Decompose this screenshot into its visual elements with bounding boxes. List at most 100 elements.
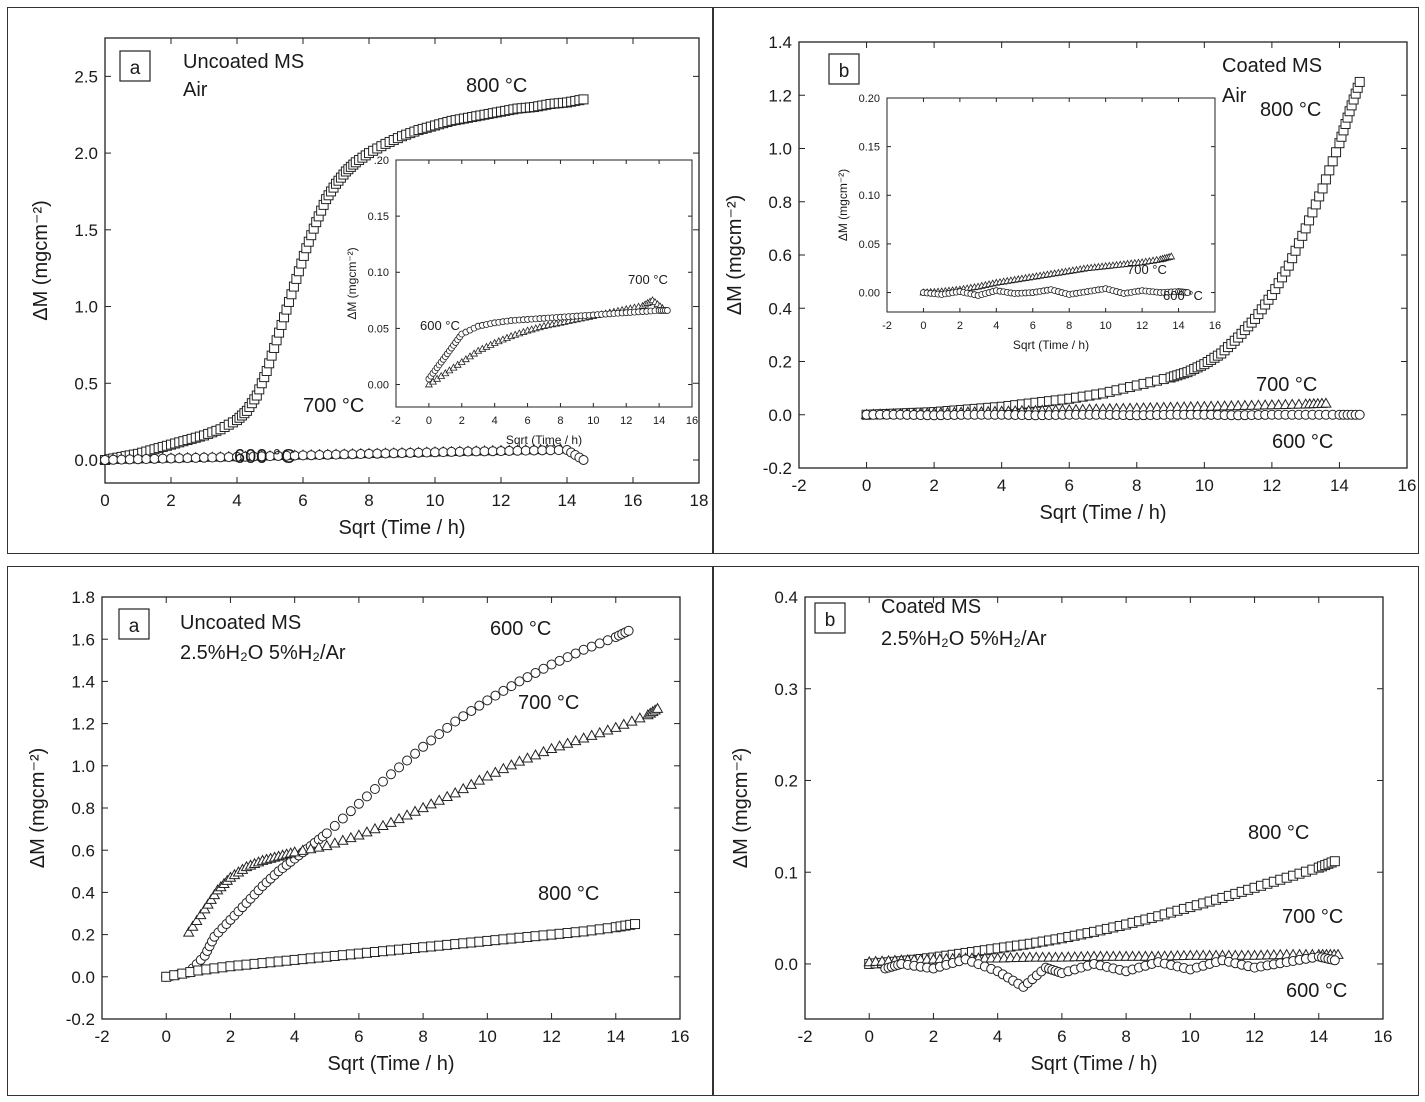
air-coated-data-point-square (1331, 147, 1342, 158)
h2o-uncoated-data-point-triangle (617, 718, 630, 729)
air-coated-y-tick-label: 0.6 (768, 246, 792, 265)
h2o-coated-x-tick-label: 16 (1374, 1027, 1393, 1046)
air-uncoated-data-point-circle (223, 452, 234, 463)
h2o-uncoated-annotation-line: 2.5%H₂O 5%H₂/Ar (180, 642, 346, 664)
h2o-uncoated-data-point-triangle (312, 841, 325, 852)
air-uncoated-y-tick-label: 2.0 (74, 144, 98, 163)
air-uncoated-data-point-circle (529, 445, 539, 456)
air-uncoated-data-point-circle (364, 448, 374, 459)
h2o-uncoated-data-point-triangle (425, 798, 437, 809)
air-coated-inset-y-tick-label: 0.10 (859, 190, 880, 202)
air-uncoated-inset-x-tick-label: 0 (426, 415, 432, 427)
air-uncoated-data-point-circle (157, 453, 168, 464)
air-coated-x-tick-label: 10 (1195, 476, 1214, 495)
air-coated-x-tick-label: 12 (1262, 476, 1281, 495)
h2o-uncoated-data-point-circle (498, 685, 509, 696)
air-coated-data-point-square (1327, 156, 1338, 167)
h2o-uncoated-y-tick-label: 1.2 (71, 715, 95, 734)
h2o-uncoated-data-point-circle (402, 755, 413, 766)
air-uncoated-x-tick-label: 14 (558, 491, 577, 510)
h2o-coated-panel-letter-text: b (825, 610, 836, 631)
h2o-coated-series-circle (880, 951, 1340, 992)
air-coated-inset-x-tick-label: 0 (920, 320, 926, 332)
air-uncoated-inset-plot-frame (395, 159, 693, 408)
h2o-uncoated-x-tick-label: 10 (478, 1027, 497, 1046)
air-uncoated-data-point-circle (306, 450, 317, 461)
air-coated-panel-letter-box (828, 53, 860, 85)
h2o-uncoated-data-point-triangle (190, 914, 203, 925)
h2o-uncoated-data-point-triangle (481, 770, 494, 781)
h2o-uncoated-data-point-circle (474, 700, 485, 711)
h2o-uncoated-data-point-circle (458, 711, 469, 722)
air-coated-data-point-square (1324, 165, 1335, 176)
h2o-uncoated-data-point-triangle (473, 774, 486, 785)
h2o-uncoated-data-point-circle (554, 655, 565, 666)
h2o-uncoated-panel-letter: a (118, 608, 150, 640)
air-uncoated-inset-x-axis-label: Sqrt (Time / h) (506, 433, 582, 447)
h2o-uncoated-data-point-triangle (609, 721, 622, 732)
chart-air-coated: -2 0 2 4 6 8 10 12 14 16 -0.2 0.0 0.2 0.4 0.6 0.8 1.0 1.2… (724, 33, 1416, 524)
h2o-coated-data-point-square (1329, 856, 1340, 867)
air-uncoated-data-point-circle (537, 445, 548, 456)
h2o-uncoated-data-point-triangle (513, 755, 526, 766)
h2o-uncoated-data-point-circle (361, 791, 372, 802)
h2o-coated-y-tick-label: 0.3 (774, 680, 798, 699)
air-uncoated-data-point-circle (166, 453, 176, 464)
air-uncoated-data-point-circle (496, 446, 506, 457)
air-uncoated-data-point-circle (380, 448, 391, 459)
air-coated-data-point-circle (1354, 409, 1365, 420)
air-uncoated-inset-x-tick-label: -2 (391, 415, 401, 427)
air-uncoated-data-point-circle (405, 447, 416, 458)
air-coated-inset-x-tick-label: 8 (1066, 320, 1072, 332)
air-uncoated-inset-x-tick-label: 2 (459, 415, 465, 427)
air-uncoated-series-circle (100, 445, 589, 465)
air-coated-inset-series-label: 700 °C (1127, 262, 1167, 277)
h2o-uncoated-y-tick-label: 1.8 (71, 588, 95, 607)
h2o-uncoated-data-point-circle (353, 798, 364, 809)
h2o-coated-x-tick-label: 4 (993, 1027, 1002, 1046)
h2o-uncoated-annotation-line: Uncoated MS (180, 612, 301, 634)
h2o-uncoated-data-point-circle (530, 667, 541, 678)
h2o-coated-y-axis-label: ΔM (mgcm⁻²) (730, 748, 752, 869)
air-coated-inset-y-tick-label: 0.00 (859, 288, 880, 300)
h2o-uncoated-data-point-circle (321, 828, 332, 839)
h2o-uncoated-data-point-circle (450, 716, 461, 727)
h2o-uncoated-data-point-circle (369, 784, 380, 795)
h2o-coated-series-label: 600 °C (1286, 980, 1347, 1002)
h2o-uncoated-data-point-circle (442, 722, 453, 733)
air-uncoated-y-tick-label: 1.0 (74, 298, 98, 317)
h2o-uncoated-panel-letter-text: a (129, 616, 140, 637)
air-uncoated-y-tick-label: 0.5 (74, 374, 98, 393)
air-uncoated-data-point-circle (339, 449, 350, 460)
air-uncoated-x-tick-label: 6 (298, 491, 307, 510)
air-coated-inset-series-circle (920, 285, 1192, 299)
h2o-uncoated-data-point-triangle (465, 778, 478, 789)
air-uncoated-data-point-circle (388, 448, 399, 459)
air-coated-x-tick-label: 8 (1132, 476, 1141, 495)
h2o-uncoated-data-point-circle (329, 820, 340, 831)
h2o-uncoated-panel-letter-box (118, 608, 150, 640)
h2o-uncoated-x-axis-label: Sqrt (Time / h) (327, 1053, 454, 1075)
air-coated-annotation-line: Coated MS (1222, 55, 1322, 77)
h2o-uncoated-x-tick-label: 6 (354, 1027, 363, 1046)
h2o-uncoated-data-point-triangle (409, 805, 421, 816)
air-coated-y-tick-label: -0.2 (763, 459, 792, 478)
air-uncoated-data-point-circle (413, 447, 424, 458)
h2o-uncoated-data-point-triangle (537, 745, 550, 757)
air-coated-inset-x-tick-label: -2 (882, 320, 892, 332)
air-uncoated-x-tick-label: 4 (232, 491, 241, 510)
air-coated-inset-y-tick-label: 0.20 (859, 93, 880, 105)
air-uncoated-data-point-circle (207, 452, 218, 463)
h2o-uncoated-data-point-circle (514, 676, 525, 687)
air-uncoated-data-point-circle (487, 446, 498, 457)
air-coated-inset-x-tick-label: 2 (957, 320, 963, 332)
h2o-uncoated-y-tick-label: 1.4 (71, 673, 95, 692)
h2o-coated-x-tick-label: 0 (864, 1027, 873, 1046)
air-coated-y-tick-label: 1.4 (768, 33, 792, 52)
h2o-uncoated-x-tick-label: 8 (418, 1027, 427, 1046)
air-uncoated-inset-y-tick-label: .20 (374, 155, 389, 167)
h2o-uncoated-data-point-triangle (194, 908, 207, 920)
air-uncoated-y-axis-label: ΔM (mgcm⁻²) (30, 200, 52, 321)
air-uncoated-inset-y-tick-label: 0.05 (368, 323, 389, 335)
h2o-uncoated-data-point-circle (418, 741, 429, 752)
